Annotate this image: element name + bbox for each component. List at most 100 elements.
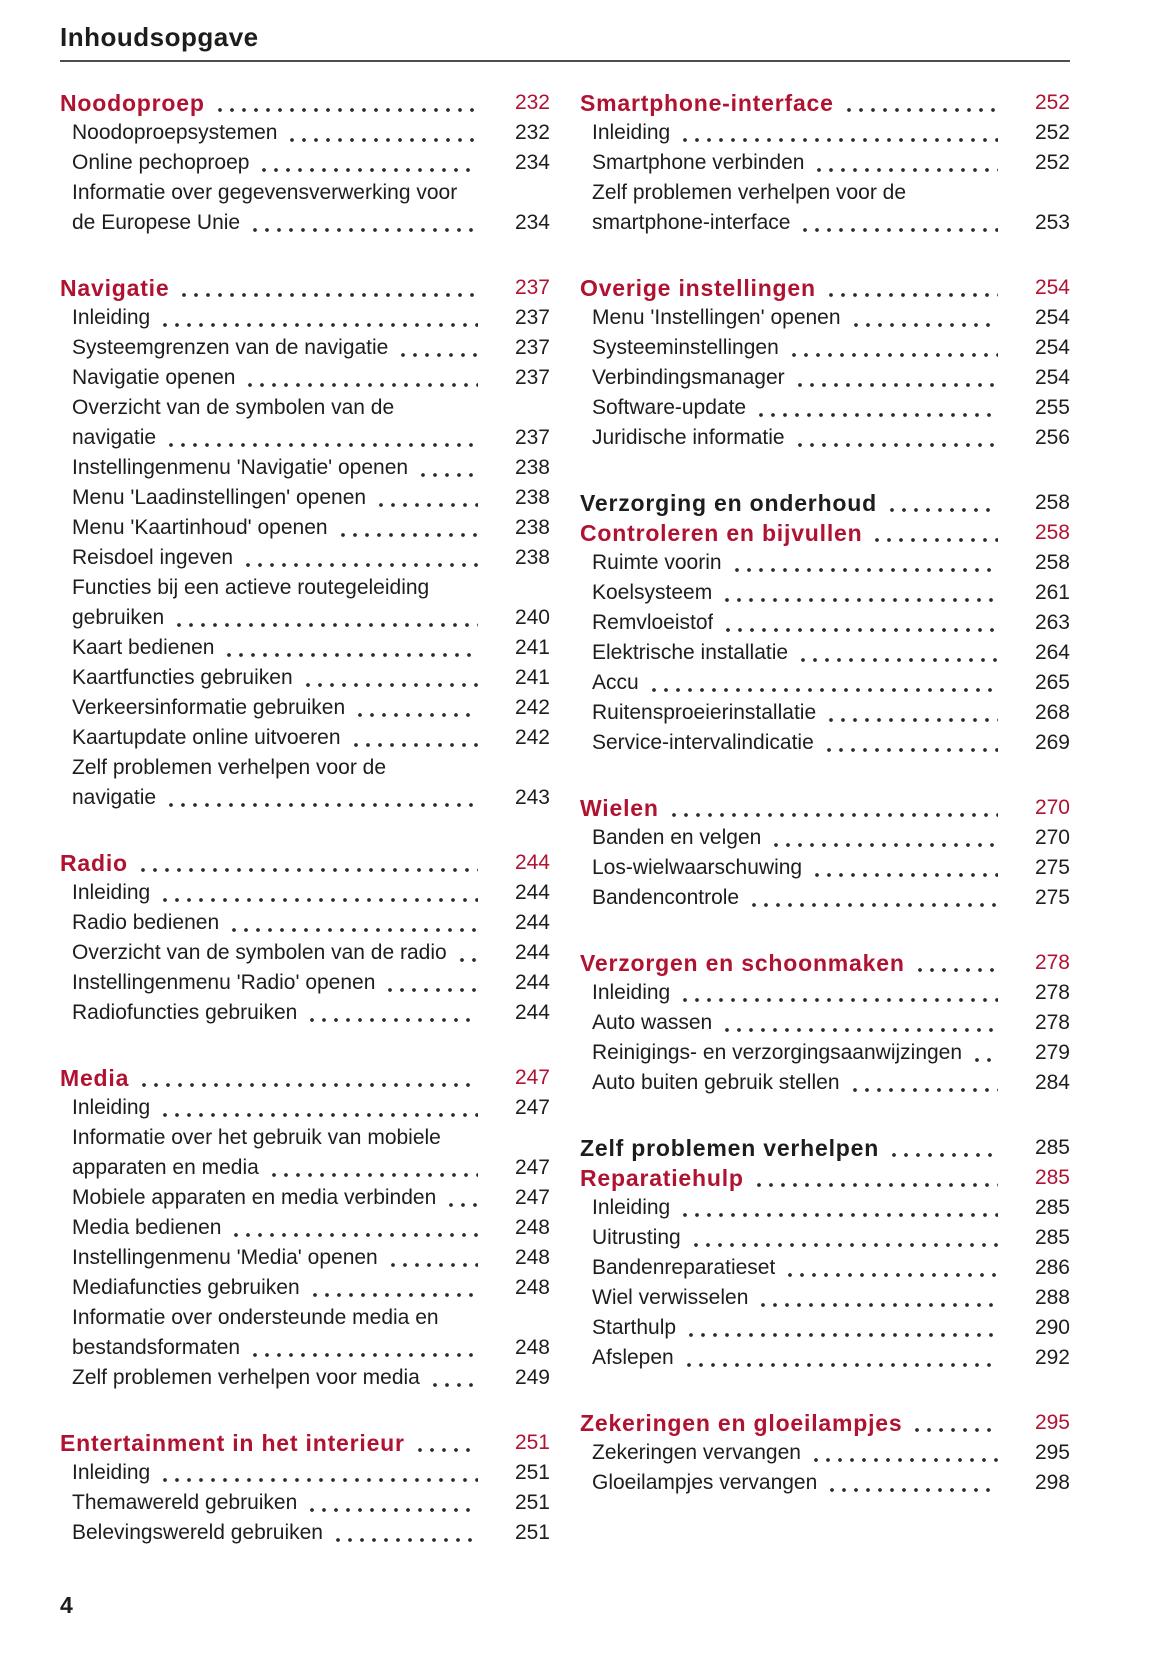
toc-row: Kaartfuncties gebruiken 241 (72, 663, 550, 693)
toc-row: Radio 244 (60, 848, 550, 878)
dot-leader (330, 1518, 478, 1548)
toc-row: de Europese Unie 234 (72, 208, 550, 238)
toc-label: Reisdoel ingeven (72, 546, 234, 569)
toc-page-number: 232 (514, 121, 550, 144)
toc-entry: Instellingenmenu 'Navigatie' openen 238 (60, 453, 550, 483)
dot-leader (426, 1363, 478, 1393)
toc-entry: Radio bedienen 244 (60, 908, 550, 938)
dot-leader (797, 208, 998, 238)
toc-row: Zelf problemen verhelpen voor media 249 (72, 1363, 550, 1393)
toc-page-number: 252 (1034, 151, 1070, 174)
toc-section-heading: Zelf problemen verhelpen 285 (580, 1133, 1070, 1163)
toc-row: Zelf problemen verhelpen 285 (580, 1133, 1070, 1163)
toc-row: Entertainment in het interieur 251 (60, 1428, 550, 1458)
toc-entry: Inleiding 244 (60, 878, 550, 908)
dot-leader (334, 513, 478, 543)
dot-leader (840, 88, 998, 118)
toc-page-number: 285 (1034, 1196, 1070, 1219)
toc-section-group: Navigatie 237 Inleiding 237 Systeemgrenzen v… (60, 273, 550, 813)
toc-row: Kaart bedienen 241 (72, 633, 550, 663)
toc-page-number: 295 (1034, 1411, 1070, 1434)
dot-leader (677, 1193, 998, 1223)
toc-page-number: 241 (514, 636, 550, 659)
toc-row: Instellingenmenu 'Media' openen 248 (72, 1243, 550, 1273)
toc-label: Service-intervalindicatie (592, 731, 814, 754)
toc-page-number: 285 (1034, 1166, 1070, 1189)
toc-page-number: 252 (1034, 91, 1070, 114)
toc-entry-wrapped-line: Overzicht van de symbolen van de (72, 396, 395, 419)
toc-page-number: 238 (514, 456, 550, 479)
toc-page-number: 258 (1034, 521, 1070, 544)
toc-section-heading: Verzorgen en schoonmaken 278 (580, 948, 1070, 978)
toc-page-number: 255 (1034, 396, 1070, 419)
toc-entry: Ruimte voorin 258 (580, 548, 1070, 578)
toc-row: Menu 'Laadinstellingen' openen 238 (72, 483, 550, 513)
toc-page-number: 248 (514, 1336, 550, 1359)
toc-row: Inleiding 247 (72, 1093, 550, 1123)
toc-entry: Inleiding 252 (580, 118, 1070, 148)
toc-page-number: 244 (514, 971, 550, 994)
toc-section-heading: Zekeringen en gloeilampjes 295 (580, 1408, 1070, 1438)
dot-leader (211, 88, 478, 118)
dot-leader (683, 1313, 998, 1343)
page-title: Inhoudsopgave (60, 22, 259, 52)
toc-section-heading: Controleren en bijvullen 258 (580, 518, 1070, 548)
dot-leader (382, 968, 478, 998)
toc-section-heading: Verzorging en onderhoud 258 (580, 488, 1070, 518)
toc-entry-wrapped-line: Informatie over gegevensverwerking voor (72, 181, 458, 204)
toc-row: Navigatie openen 237 (72, 363, 550, 393)
toc-section-group: Smartphone-interface 252 Inleiding 252 Smart… (580, 88, 1070, 238)
dot-leader (415, 453, 478, 483)
header-rule (60, 60, 1070, 62)
toc-section-heading: Smartphone-interface 252 (580, 88, 1070, 118)
toc-label: Inleiding (592, 121, 671, 144)
toc-row: Ruitensproeierinstallatie 268 (592, 698, 1070, 728)
toc-entry: Juridische informatie 256 (580, 423, 1070, 453)
dot-leader (304, 998, 478, 1028)
dot-leader (228, 1213, 478, 1243)
toc-label: navigatie (72, 786, 157, 809)
toc-label: Starthulp (592, 1316, 677, 1339)
dot-leader (811, 148, 998, 178)
toc-section-group: Wielen 270 Banden en velgen 270 Los-wielwaar… (580, 793, 1070, 913)
dot-leader (247, 208, 478, 238)
toc-row: Verzorging en onderhoud 258 (580, 488, 1070, 518)
toc-label: Kaartfuncties gebruiken (72, 666, 293, 689)
toc-page-number: 249 (514, 1366, 550, 1389)
toc-entry: Inleiding 247 (60, 1093, 550, 1123)
toc-label: Afslepen (592, 1346, 674, 1369)
toc-page-number: 244 (514, 941, 550, 964)
toc-label: Inleiding (592, 981, 671, 1004)
dot-leader (755, 1283, 998, 1313)
toc-page-number: 234 (514, 211, 550, 234)
toc-section-group: Zelf problemen verhelpen 285 Reparatiehulp… (580, 1133, 1070, 1373)
toc-section-group: Entertainment in het interieur 251 Inleidi… (60, 1428, 550, 1548)
toc-page-number: 243 (514, 786, 550, 809)
toc-entry: Navigatie openen 237 (60, 363, 550, 393)
dot-leader (822, 273, 998, 303)
toc-row: Verbindingsmanager 254 (592, 363, 1070, 393)
toc-page-number: 258 (1034, 551, 1070, 574)
toc-label: Menu 'Laadinstellingen' openen (72, 486, 367, 509)
toc-entry-wrapped-line: Zelf problemen verhelpen voor de (72, 756, 387, 779)
toc-row: Noodoproepsystemen 232 (72, 118, 550, 148)
toc-page-number: 278 (1034, 1011, 1070, 1034)
toc-entry: Inleiding 237 (60, 303, 550, 333)
toc-entry: Banden en velgen 270 (580, 823, 1070, 853)
toc-row: Inleiding 278 (592, 978, 1070, 1008)
dot-leader (886, 1133, 998, 1163)
toc-section-group: Verzorging en onderhoud 258 Controleren en… (580, 488, 1070, 758)
toc-entry: Bandencontrole 275 (580, 883, 1070, 913)
toc-page-number: 284 (1034, 1071, 1070, 1094)
toc-label: de Europese Unie (72, 211, 241, 234)
toc-entry: Auto buiten gebruik stellen 284 (580, 1068, 1070, 1098)
toc-row: Auto buiten gebruik stellen 284 (592, 1068, 1070, 1098)
toc-page-number: 237 (514, 336, 550, 359)
toc-section-group: Radio 244 Inleiding 244 Radio bedienen 244 Ove… (60, 848, 550, 1028)
toc-entry: Instellingenmenu 'Radio' openen 244 (60, 968, 550, 998)
dot-leader (347, 723, 478, 753)
toc-entry-wrapped-line: Informatie over ondersteunde media en (72, 1306, 439, 1329)
dot-leader (240, 543, 478, 573)
dot-leader (791, 423, 998, 453)
toc-page-number: 253 (1034, 211, 1070, 234)
